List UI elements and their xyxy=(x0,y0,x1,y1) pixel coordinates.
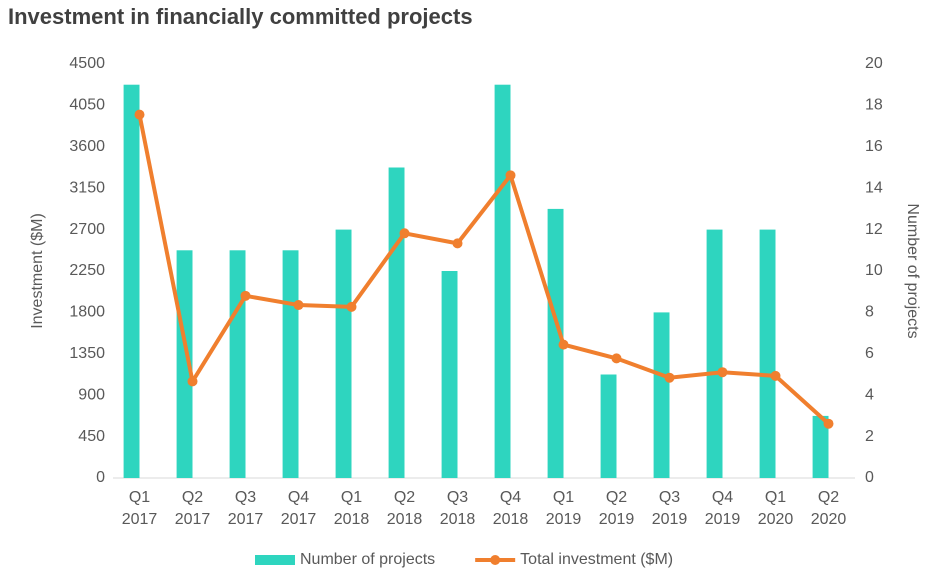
y-tick-label: 1800 xyxy=(69,304,105,321)
x-tick-label: Q2 2020 xyxy=(811,489,847,528)
y2-tick-label: 8 xyxy=(865,304,874,321)
line-point xyxy=(505,170,516,181)
y-tick-label: 2250 xyxy=(69,262,105,279)
bar xyxy=(388,167,405,478)
x-tick-label: Q2 2019 xyxy=(599,489,635,528)
y2-tick-label: 2 xyxy=(865,428,874,445)
line xyxy=(137,114,830,426)
x-tick-label: Q4 2019 xyxy=(705,489,741,528)
line-point xyxy=(611,353,622,364)
y-tick-label: 3150 xyxy=(69,179,105,196)
y-tick-label: 1350 xyxy=(69,345,105,362)
bar xyxy=(759,229,776,478)
y2-tick-label: 18 xyxy=(865,97,883,114)
chart-title: Investment in financially committed proj… xyxy=(8,4,473,29)
x-tick-label: Q1 2017 xyxy=(122,489,158,528)
y2-tick-label: 14 xyxy=(865,179,883,196)
x-tick-label: Q4 2018 xyxy=(493,489,529,528)
y-tick-label: 4500 xyxy=(69,55,105,72)
y2-axis-label: Number of projects xyxy=(904,203,921,338)
bar xyxy=(229,250,246,478)
line-point xyxy=(346,301,357,312)
y2-tick-label: 12 xyxy=(865,221,883,238)
bar xyxy=(494,84,511,478)
y-tick-label: 900 xyxy=(78,386,105,403)
bar xyxy=(123,84,140,478)
bar xyxy=(812,415,829,478)
line-point xyxy=(823,418,834,429)
x-tick-label: Q4 2017 xyxy=(281,489,317,528)
legend-marker xyxy=(490,555,501,565)
x-tick-label: Q2 2017 xyxy=(175,489,211,528)
legend-label: Total investment ($M) xyxy=(520,551,673,568)
line-point xyxy=(452,238,463,249)
y-tick-label: 0 xyxy=(96,469,105,486)
y2-tick-label: 4 xyxy=(865,386,874,403)
x-tick-label: Q2 2018 xyxy=(387,489,423,528)
bar xyxy=(282,250,299,478)
bar xyxy=(600,374,617,478)
line-point xyxy=(293,300,304,311)
y2-tick-label: 16 xyxy=(865,138,883,155)
legend-label: Number of projects xyxy=(300,551,435,568)
x-tick-label: Q3 2019 xyxy=(652,489,688,528)
bar xyxy=(176,250,193,478)
bar xyxy=(335,229,352,478)
x-tick-label: Q3 2017 xyxy=(228,489,264,528)
line-point xyxy=(134,109,145,120)
line-point xyxy=(187,376,198,387)
y2-tick-label: 10 xyxy=(865,262,883,279)
bar xyxy=(547,208,564,478)
y-tick-label: 4050 xyxy=(69,97,105,114)
bar xyxy=(653,312,670,478)
y2-tick-label: 6 xyxy=(865,345,874,362)
bar xyxy=(441,271,458,478)
x-tick-label: Q1 2019 xyxy=(546,489,582,528)
line-point xyxy=(558,339,569,350)
x-tick-label: Q1 2018 xyxy=(334,489,370,528)
line-point xyxy=(770,370,781,381)
line-point xyxy=(399,228,410,239)
x-tick-label: Q3 2018 xyxy=(440,489,476,528)
y2-tick-label: 0 xyxy=(865,469,874,486)
line-point xyxy=(717,367,728,378)
y-tick-label: 2700 xyxy=(69,221,105,238)
legend-swatch xyxy=(255,555,295,565)
line-point xyxy=(664,372,675,383)
bar xyxy=(706,229,723,478)
y2-tick-label: 20 xyxy=(865,55,883,72)
y-tick-label: 450 xyxy=(78,428,105,445)
line-point xyxy=(240,290,251,301)
y-tick-label: 3600 xyxy=(69,138,105,155)
x-tick-label: Q1 2020 xyxy=(758,489,794,528)
y-axis-label: Investment ($M) xyxy=(29,213,46,329)
